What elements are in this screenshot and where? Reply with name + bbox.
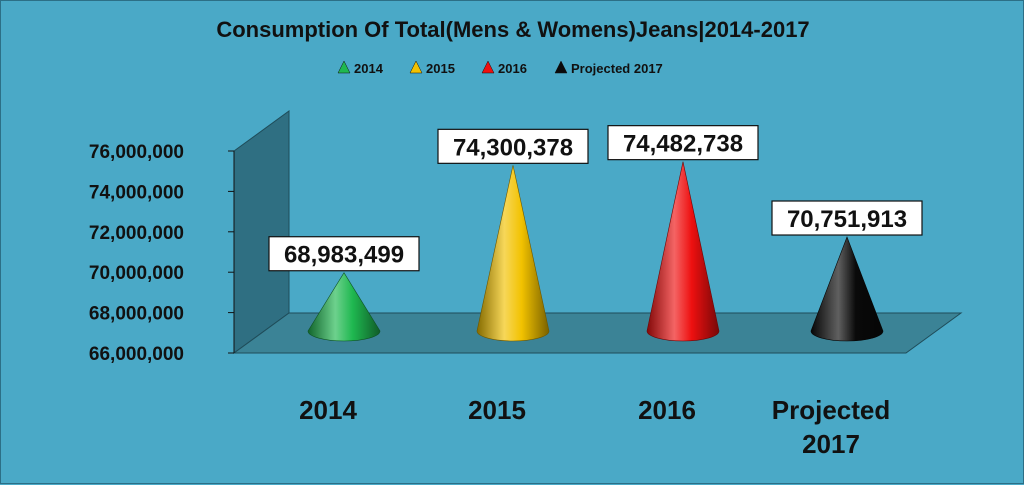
y-tick-label: 72,000,000: [89, 223, 184, 244]
cone-mark: [810, 236, 884, 342]
data-label-box: [607, 125, 759, 161]
y-tick-label: 70,000,000: [89, 263, 184, 284]
x-tick-label: 2016: [638, 395, 696, 425]
cone-2015: [476, 165, 550, 342]
data-label-box: [437, 128, 589, 164]
x-tick-label: Projected 2017: [772, 395, 891, 459]
data-label-text: 70,751,913: [787, 206, 907, 233]
data-label-box: [771, 200, 923, 236]
cone-mark: [476, 165, 550, 342]
y-tick-label: 76,000,000: [89, 142, 184, 163]
y-tick-label: 74,000,000: [89, 182, 184, 203]
data-label-text: 74,482,738: [623, 131, 743, 158]
data-label: 68,983,499: [268, 236, 420, 272]
legend-label: 2014: [354, 61, 384, 76]
data-label: 70,751,913: [771, 200, 923, 236]
legend-label: Projected 2017: [571, 61, 663, 76]
legend: 2014 2015 2016 Projected 2017: [337, 60, 663, 76]
y-tick-label: 68,000,000: [89, 304, 184, 325]
legend-swatch: [337, 60, 351, 74]
legend-swatch: [554, 60, 568, 74]
data-label-text: 74,300,378: [453, 134, 573, 161]
x-tick-label: 2014: [299, 395, 357, 425]
legend-label: 2015: [426, 61, 455, 76]
x-tick-label: 2015: [468, 395, 526, 425]
chart-floor: [232, 312, 963, 354]
data-label-text: 68,983,499: [284, 242, 404, 269]
cone-mark: [307, 272, 381, 342]
side-wall: [233, 110, 290, 354]
chart-title: Consumption Of Total(Mens & Womens)Jeans…: [216, 17, 809, 42]
cone-mark: [646, 161, 720, 342]
cone-projected-2017: [810, 236, 884, 342]
y-tick-label: 66,000,000: [89, 344, 184, 365]
chart-labels: 68,983,499 2014 74,300,378 2015 74,482,738 20…: [268, 125, 923, 459]
cone-2016: [646, 161, 720, 342]
data-label: 74,482,738: [607, 125, 759, 161]
chart-axes: 66,000,000 68,000,000 70,000,000 72,000,000…: [89, 110, 963, 365]
legend-swatch: [481, 60, 495, 74]
legend-label: 2016: [498, 61, 527, 76]
chart-marks: [307, 161, 884, 342]
cone-2014: [307, 272, 381, 342]
data-label: 74,300,378: [437, 128, 589, 164]
data-label-box: [268, 236, 420, 272]
legend-swatch: [409, 60, 423, 74]
